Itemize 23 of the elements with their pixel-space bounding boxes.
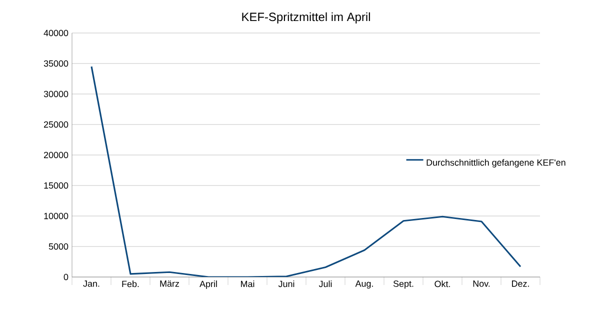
y-tick-label: 30000 [44, 90, 68, 98]
y-tick-label: 20000 [44, 152, 68, 158]
y-tick-label: 40000 [44, 30, 68, 36]
x-tick-label: Feb. [122, 280, 139, 288]
y-tick-label: 0 [64, 274, 68, 280]
x-tick-label: Nov. [473, 280, 490, 287]
y-tick-label: 35000 [44, 60, 68, 67]
y-tick-label: 15000 [44, 182, 68, 189]
x-tick-label: Okt. [434, 280, 450, 288]
y-tick-label: 5000 [48, 243, 68, 250]
x-tick-label: Aug. [355, 280, 373, 289]
x-tick-label: Dez. [512, 280, 529, 287]
x-tick-label: Juli [318, 280, 332, 288]
chart-title: KEF-Spritzmittel im April [242, 12, 370, 24]
x-tick-label: Jan. [83, 280, 100, 287]
x-tick-label: Juni [278, 280, 294, 288]
x-tick-label: Sept. [393, 280, 414, 289]
x-tick-label: April [200, 280, 217, 289]
x-tick-label: Mai [241, 280, 254, 288]
y-tick-label: 10000 [44, 212, 68, 220]
y-tick-label: 25000 [44, 121, 68, 128]
x-tick-label: März [160, 280, 180, 287]
legend-label: Durchschnittlich gefangene KEF'en [426, 159, 566, 168]
